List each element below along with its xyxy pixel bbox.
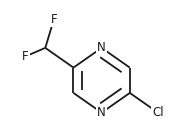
- Text: Cl: Cl: [152, 106, 164, 119]
- Text: F: F: [50, 13, 57, 26]
- Text: N: N: [97, 41, 106, 54]
- Text: N: N: [97, 106, 106, 119]
- Text: F: F: [22, 50, 29, 63]
